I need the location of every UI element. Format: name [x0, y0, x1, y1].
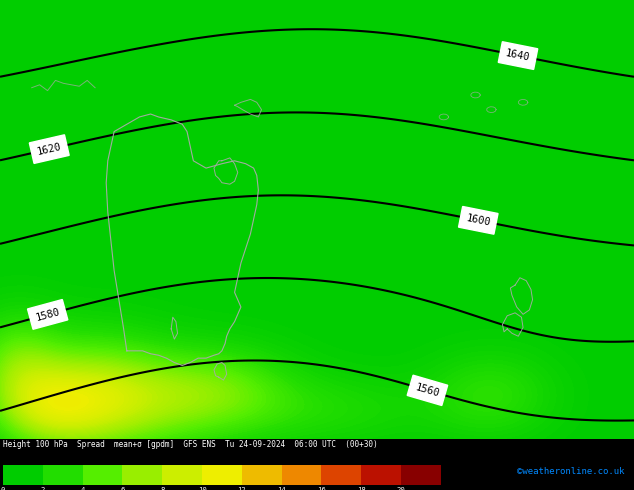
- Text: 20: 20: [396, 487, 405, 490]
- Bar: [281, 466, 321, 485]
- Text: 4: 4: [81, 487, 85, 490]
- Text: 18: 18: [357, 487, 365, 490]
- Bar: [43, 466, 82, 485]
- Text: 1580: 1580: [34, 306, 61, 322]
- Bar: [242, 466, 281, 485]
- Bar: [361, 466, 401, 485]
- Text: 12: 12: [237, 487, 246, 490]
- Bar: [401, 466, 441, 485]
- Text: 10: 10: [198, 487, 207, 490]
- Text: 16: 16: [317, 487, 326, 490]
- Bar: [82, 466, 122, 485]
- Text: 1600: 1600: [465, 213, 491, 228]
- Bar: [162, 466, 202, 485]
- Text: 6: 6: [120, 487, 125, 490]
- Text: 0: 0: [1, 487, 5, 490]
- Text: 8: 8: [160, 487, 164, 490]
- Text: 1640: 1640: [505, 48, 531, 63]
- Bar: [321, 466, 361, 485]
- Text: ©weatheronline.co.uk: ©weatheronline.co.uk: [517, 467, 624, 476]
- Text: 14: 14: [277, 487, 286, 490]
- Text: 1560: 1560: [414, 382, 441, 399]
- Bar: [202, 466, 242, 485]
- Text: Height 100 hPa  Spread  mean+σ [gpdm]  GFS ENS  Tu 24-09-2024  06:00 UTC  (00+30: Height 100 hPa Spread mean+σ [gpdm] GFS …: [3, 440, 378, 449]
- Bar: [122, 466, 162, 485]
- Bar: [3, 466, 43, 485]
- Text: 1620: 1620: [36, 142, 63, 157]
- Text: 2: 2: [41, 487, 45, 490]
